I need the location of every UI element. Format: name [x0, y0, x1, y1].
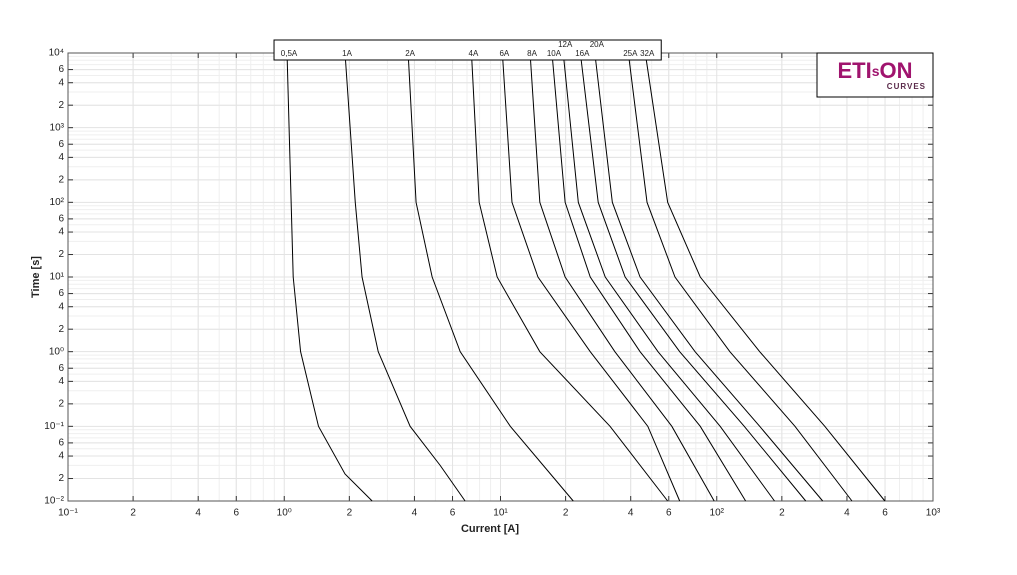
legend-label: 8A: [527, 49, 537, 58]
x-tick-label: 10³: [926, 508, 941, 519]
y-tick-label: 4: [58, 152, 64, 163]
x-tick-label: 2: [563, 508, 569, 519]
x-tick-label: 4: [195, 508, 201, 519]
y-tick-label: 6: [58, 438, 64, 449]
y-tick-label: 2: [58, 249, 64, 260]
y-tick-label: 6: [58, 288, 64, 299]
curve: [529, 52, 715, 502]
x-tick-label: 10⁰: [277, 508, 292, 519]
curve: [470, 52, 669, 502]
legend-label: 12A: [558, 40, 573, 49]
logo-part: ON: [880, 58, 913, 83]
curve: [407, 52, 574, 502]
x-tick-label: 2: [347, 508, 353, 519]
x-tick-label: 4: [628, 508, 634, 519]
legend-label: 6A: [499, 49, 509, 58]
y-tick-label: 2: [58, 324, 64, 335]
x-tick-label: 6: [450, 508, 456, 519]
legend-label: 32A: [640, 49, 655, 58]
y-tick-label: 10²: [50, 197, 65, 208]
curve: [594, 52, 824, 502]
curve: [501, 52, 681, 502]
y-tick-label: 10⁰: [49, 346, 64, 357]
logo-box: [816, 52, 934, 98]
x-tick-label: 10¹: [493, 508, 508, 519]
legend-label: 20A: [590, 40, 605, 49]
x-tick-label: 2: [130, 508, 136, 519]
x-tick-label: 10⁻¹: [58, 508, 78, 519]
legend-label: 25A: [623, 49, 638, 58]
y-axis-label: Time [s]: [30, 256, 42, 298]
legend-box: [273, 39, 662, 61]
x-axis-label: Current [A]: [461, 523, 519, 535]
y-tick-label: 6: [58, 139, 64, 150]
curve: [644, 52, 886, 502]
y-tick-label: 4: [58, 451, 64, 462]
legend-label: 10A: [547, 49, 562, 58]
y-tick-label: 2: [58, 174, 64, 185]
curve: [579, 52, 807, 502]
y-tick-label: 2: [58, 100, 64, 111]
x-tick-label: 10²: [710, 508, 725, 519]
y-tick-label: 2: [58, 473, 64, 484]
y-tick-label: 10⁴: [49, 48, 64, 59]
y-tick-label: 10³: [50, 122, 65, 133]
y-tick-label: 4: [58, 301, 64, 312]
x-tick-label: 4: [412, 508, 418, 519]
curve: [627, 52, 853, 502]
legend-label: 16A: [575, 49, 590, 58]
x-tick-label: 6: [882, 508, 888, 519]
y-tick-label: 6: [58, 363, 64, 374]
logo-part: ETI: [837, 58, 871, 83]
x-tick-label: 2: [779, 508, 785, 519]
y-tick-label: 10⁻¹: [44, 421, 64, 432]
y-tick-label: 6: [58, 214, 64, 225]
curve: [344, 52, 466, 502]
y-tick-label: 10¹: [50, 272, 65, 283]
y-tick-label: 2: [58, 398, 64, 409]
y-tick-label: 6: [58, 64, 64, 75]
y-tick-label: 4: [58, 376, 64, 387]
curve: [551, 52, 747, 502]
x-tick-label: 4: [844, 508, 850, 519]
y-tick-label: 4: [58, 227, 64, 238]
logo-sub: CURVES: [887, 82, 926, 91]
legend-label: 0,5A: [281, 49, 298, 58]
x-tick-label: 6: [233, 508, 239, 519]
legend-label: 1A: [342, 49, 352, 58]
x-tick-label: 6: [666, 508, 672, 519]
curve: [562, 52, 775, 502]
y-tick-label: 10⁻²: [44, 496, 64, 507]
legend-label: 4A: [469, 49, 479, 58]
logo-text: ETIsON: [837, 58, 912, 83]
y-tick-label: 4: [58, 77, 64, 88]
logo-part: s: [872, 63, 880, 79]
curve: [286, 52, 373, 502]
legend-label: 2A: [405, 49, 415, 58]
